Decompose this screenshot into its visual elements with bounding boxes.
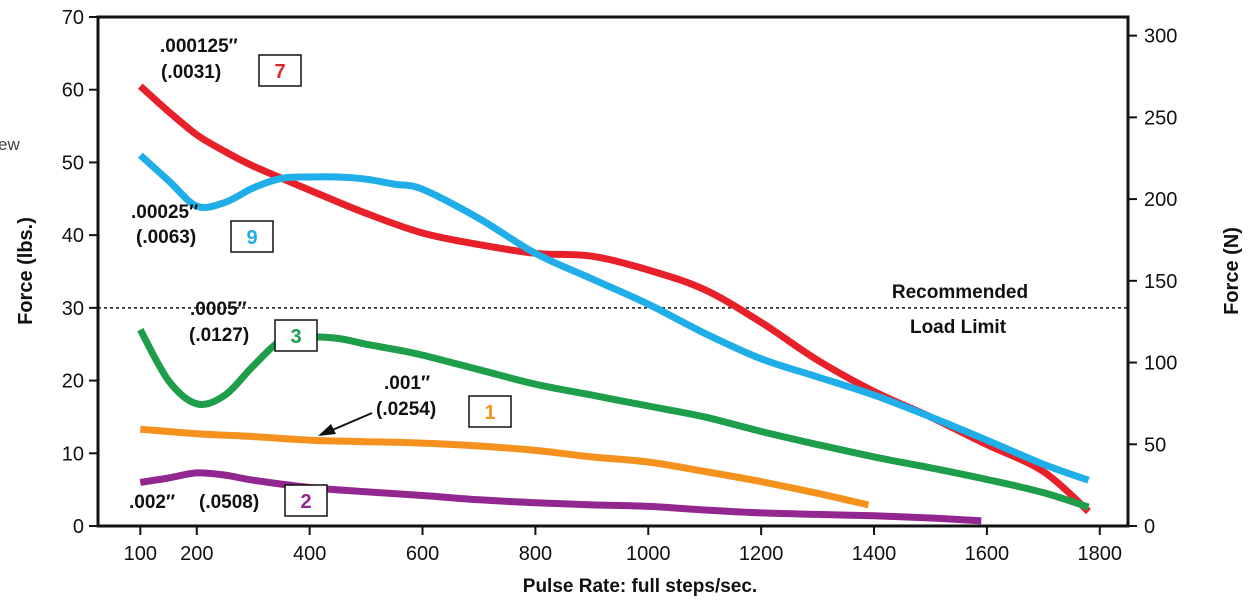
series-7-badge [258,54,302,87]
series-2-badge-text: 2 [300,491,311,513]
right-y-tick-label: 100 [1144,353,1177,375]
series-7-mm-label: (.0031) [161,62,221,83]
series-3-inch-label: .0005″ [190,299,247,320]
series-1-inch-label: .001″ [384,373,430,394]
x-tick-label: 1600 [965,543,1010,565]
series-2-inch-label: .002″ [129,492,175,513]
series-1-pointer-arrow [329,412,373,432]
x-axis-title: Pulse Rate: full steps/sec. [523,576,757,597]
x-tick-label: 800 [519,543,552,565]
clipped-label: ew [0,135,20,154]
left-y-tick-label: 0 [73,516,84,538]
left-y-tick-label: 20 [62,371,84,393]
right-y-tick-label: 50 [1144,434,1166,456]
annotation-series-1: .001″ (.0254) 1 [318,373,512,436]
series-lines [137,83,1091,525]
right-y-tick-label: 200 [1144,189,1177,211]
right-y-tick-label: 0 [1144,516,1155,538]
series-7-badge-text: 7 [274,61,285,83]
annotation-series-7: .000125″ (.0031) 7 [160,36,302,87]
series-1-pointer-arrowhead [318,424,336,436]
x-axis: 100 200 400 600 800 1000 1200 1400 1600 1800 [124,526,1122,565]
right-y-axis-title: Force (N) [1221,227,1243,315]
right-y-tick-label: 300 [1144,26,1177,48]
series-line-1 [140,425,870,509]
series-3-mm-label: (.0127) [189,325,249,346]
left-y-axis-title: Force (lbs.) [15,217,37,325]
left-y-axis: 0 10 20 30 40 50 60 70 [62,7,98,538]
series-line-2 [139,469,982,525]
series-2-mm-label: (.0508) [199,492,259,513]
series-9-badge-text: 9 [246,227,257,249]
series-3-badge [274,319,318,352]
left-y-tick-label: 30 [62,298,84,320]
plot-frame [96,15,1130,528]
left-y-tick-label: 70 [62,7,84,29]
left-y-tick-label: 60 [62,80,84,102]
left-y-tick-label: 40 [62,225,84,247]
x-tick-label: 100 [124,543,157,565]
series-3-badge-text: 3 [290,326,301,348]
x-tick-label: 1400 [852,543,897,565]
annotation-series-9: .00025″ (.0063) 9 [131,202,274,253]
x-tick-label: 1200 [739,543,784,565]
x-tick-label: 400 [293,543,326,565]
series-9-inch-label: .00025″ [131,202,198,223]
series-2-badge [284,484,328,517]
x-tick-label: 1800 [1078,543,1123,565]
annotation-series-2: .002″ (.0508) 2 [129,484,328,517]
series-line-3 [137,328,1090,511]
load-limit-label-line1: Recommended [892,282,1028,303]
series-7-inch-label: .000125″ [160,36,238,57]
left-y-tick-label: 50 [62,152,84,174]
right-y-tick-label: 150 [1144,271,1177,293]
series-1-badge-text: 1 [484,402,495,424]
right-y-axis: 0 50 100 150 200 250 300 [1128,26,1177,538]
right-y-tick-label: 250 [1144,107,1177,129]
series-9-badge [230,220,274,253]
x-tick-label: 1000 [626,543,671,565]
annotation-series-3: .0005″ (.0127) 3 [189,299,318,352]
series-line-9 [137,152,1090,484]
load-limit-label-line2: Load Limit [910,317,1007,338]
series-1-mm-label: (.0254) [376,399,436,420]
series-9-mm-label: (.0063) [136,227,196,248]
series-1-badge [468,395,512,428]
left-y-tick-label: 10 [62,443,84,465]
x-tick-label: 200 [180,543,213,565]
x-tick-label: 600 [406,543,439,565]
